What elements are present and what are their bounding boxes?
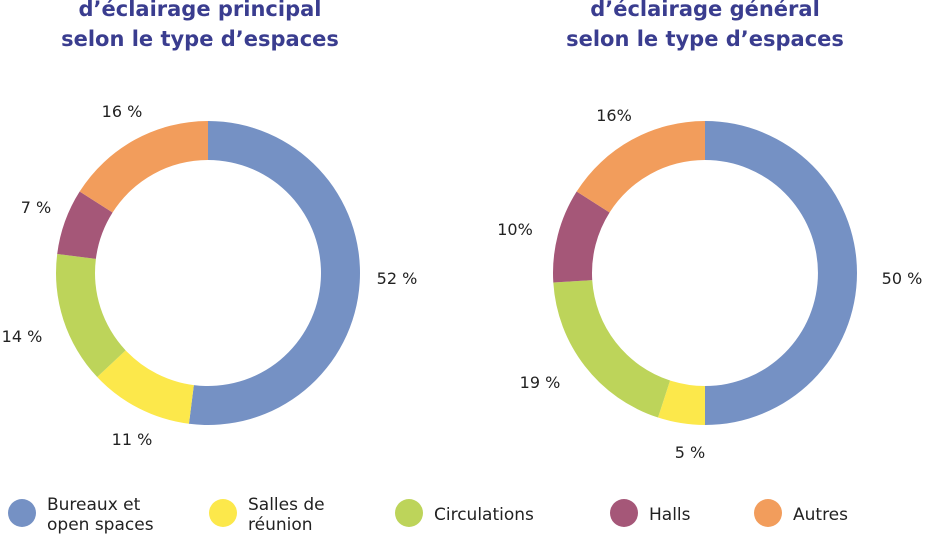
donut-slice-salles <box>97 350 194 424</box>
donut-chart-left: 52 % 11 % 14 % 7 % 16 % <box>2 102 418 449</box>
data-label-circulations: 14 % <box>2 327 43 346</box>
data-label-salles: 5 % <box>675 443 705 462</box>
donut-slice-salles <box>658 380 705 425</box>
donut-slice-circulations <box>56 253 126 378</box>
legend-label-autres: Autres <box>793 505 848 525</box>
legend-label-bureaux-line-2: open spaces <box>47 515 154 535</box>
chart-title-right: d’éclairage général selon le type d’espa… <box>500 0 910 54</box>
data-label-autres: 16 % <box>102 102 143 121</box>
donut-slice-halls <box>553 191 610 283</box>
chart-title-right-line-1: d’éclairage général <box>590 0 820 21</box>
data-label-circulations: 19 % <box>520 373 561 392</box>
data-label-halls: 10% <box>497 220 533 239</box>
legend-label-salles-line-2: réunion <box>248 515 313 535</box>
legend-swatch-halls <box>610 499 638 527</box>
donut-slice-bureaux <box>705 121 857 425</box>
legend-swatch-autres <box>754 499 782 527</box>
legend-label-bureaux-line-1: Bureaux et <box>47 495 141 515</box>
donut-slice-circulations <box>553 280 671 418</box>
legend-label-salles-line-1: Salles de <box>248 495 325 515</box>
legend-swatch-circulations <box>395 499 423 527</box>
legend-label-halls: Halls <box>649 505 691 525</box>
data-label-salles: 11 % <box>112 430 153 449</box>
donut-slice-bureaux <box>188 121 361 426</box>
chart-title-left-line-1: d’éclairage principal <box>78 0 322 21</box>
data-label-halls: 7 % <box>21 198 51 217</box>
legend-swatch-bureaux <box>8 499 36 527</box>
data-label-bureaux: 52 % <box>377 269 418 288</box>
data-label-bureaux: 50 % <box>882 269 923 288</box>
donut-slice-halls <box>57 191 113 259</box>
legend-label-circulations: Circulations <box>434 505 534 525</box>
donut-chart-right: 50 % 5 % 19 % 10% 16% <box>497 106 922 462</box>
legend-swatch-salles <box>209 499 237 527</box>
donut-slice-autres <box>576 120 705 213</box>
chart-title-right-line-2: selon le type d’espaces <box>566 27 844 51</box>
chart-title-left: d’éclairage principal selon le type d’es… <box>0 0 400 54</box>
chart-title-left-line-2: selon le type d’espaces <box>61 27 339 51</box>
data-label-autres: 16% <box>596 106 632 125</box>
donut-slice-autres <box>79 121 208 213</box>
